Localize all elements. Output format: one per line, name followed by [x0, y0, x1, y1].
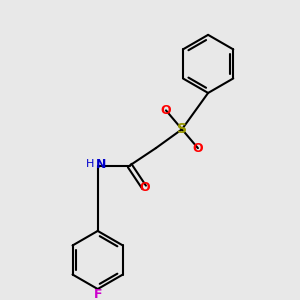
Text: N: N	[95, 158, 106, 171]
Text: O: O	[193, 142, 203, 155]
Text: S: S	[177, 122, 187, 136]
Text: F: F	[94, 288, 102, 300]
Text: H: H	[86, 159, 94, 169]
Text: O: O	[161, 104, 171, 117]
Text: O: O	[139, 181, 149, 194]
